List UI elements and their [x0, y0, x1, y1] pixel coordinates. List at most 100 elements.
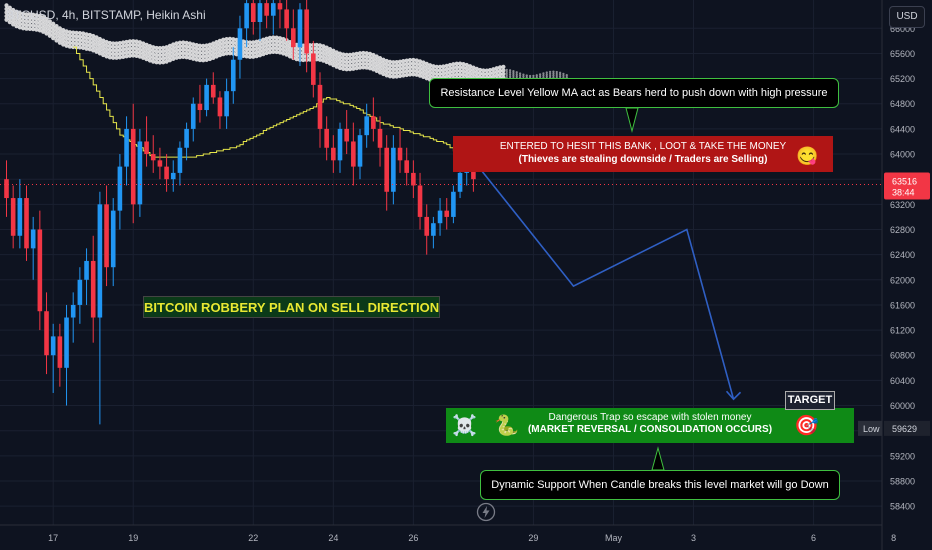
- ribbon-dot: [11, 15, 16, 20]
- candle-body: [90, 260, 96, 318]
- ribbon-dot: [197, 50, 203, 55]
- ribbon-dot: [414, 69, 419, 74]
- ribbon-dot: [181, 54, 186, 60]
- ribbon-dot: [157, 53, 163, 58]
- ribbon-dot: [437, 68, 443, 73]
- ribbon-dot: [354, 66, 359, 71]
- ribbon-dot: [134, 53, 139, 58]
- ribbon-dot: [134, 42, 139, 48]
- ribbon-dot: [207, 53, 213, 58]
- ribbon-dot: [404, 58, 409, 63]
- ribbon-dot: [24, 23, 29, 28]
- candle-body: [150, 154, 156, 161]
- ribbon-dot: [91, 33, 96, 39]
- ribbon-dot: [525, 74, 528, 77]
- ribbon-dot: [194, 46, 199, 51]
- price-scale[interactable]: 5840058800592005960060000604006080061200…: [858, 0, 932, 550]
- ribbon-dot: [317, 54, 323, 59]
- currency-button[interactable]: USD: [889, 6, 925, 28]
- ribbon-dot: [4, 6, 9, 12]
- ribbon-dot: [264, 43, 269, 48]
- ribbon-dot: [441, 64, 446, 69]
- ribbon-dot: [317, 50, 323, 55]
- ribbon-dot: [224, 36, 229, 42]
- ribbon-dot: [491, 70, 496, 75]
- ribbon-dot: [244, 50, 249, 55]
- candle: [364, 103, 369, 148]
- ribbon-dot: [7, 9, 12, 14]
- ribbon-dot: [384, 58, 389, 64]
- ribbon-dot: [151, 52, 156, 57]
- entry-box: ENTERED TO HESIT THIS BANK , LOOT & TAKE…: [453, 136, 833, 172]
- ribbon-dot: [512, 75, 515, 79]
- ribbon-dot: [354, 55, 359, 60]
- ribbon-dot: [522, 75, 525, 78]
- candle-body: [250, 3, 256, 23]
- ribbon-dot: [364, 54, 369, 59]
- ribbon-dot: [151, 45, 156, 50]
- ribbon-dot: [101, 42, 106, 47]
- ribbon-dot: [397, 63, 403, 68]
- ribbon-dot: [417, 73, 423, 78]
- candle-body: [304, 9, 309, 54]
- ribbon-dot: [331, 63, 336, 68]
- candle-body: [30, 229, 36, 249]
- ribbon-dot: [67, 30, 72, 35]
- ribbon-dot: [181, 51, 186, 56]
- ribbon-dot: [184, 40, 189, 45]
- ribbon-dot: [167, 47, 173, 52]
- ribbon-dot: [71, 41, 76, 46]
- ribbon-dot: [247, 40, 253, 45]
- ribbon-dot: [127, 39, 132, 44]
- candle-body: [137, 141, 143, 205]
- ribbon-dot: [424, 72, 429, 77]
- ribbon-dot: [107, 44, 112, 49]
- ribbon-dot: [421, 71, 426, 76]
- candle: [150, 135, 156, 173]
- ribbon-dot: [491, 74, 496, 79]
- ribbon-dot: [271, 38, 276, 44]
- ribbon-dot: [284, 41, 289, 46]
- ribbon-dot: [501, 68, 506, 73]
- ribbon-dot: [217, 53, 223, 58]
- ribbon-dot: [334, 53, 339, 59]
- ribbon-dot: [94, 49, 99, 54]
- ribbon-dot: [101, 45, 106, 50]
- price-tick: 60400: [890, 376, 915, 386]
- ribbon-dot: [64, 43, 69, 48]
- lightning-icon[interactable]: [476, 502, 496, 522]
- symbol-title[interactable]: BTCUSD, 4h, BITSTAMP, Heikin Ashi: [6, 8, 206, 22]
- price-tick: 65600: [890, 49, 915, 59]
- ribbon-dot: [161, 45, 166, 50]
- ribbon-dot: [101, 49, 106, 54]
- ribbon-dot: [257, 42, 263, 47]
- ribbon-dot: [558, 73, 562, 76]
- ribbon-dot: [251, 51, 256, 56]
- ribbon-dot: [377, 59, 383, 64]
- candle: [257, 0, 263, 41]
- ribbon-dot: [391, 63, 396, 68]
- candle-body: [364, 116, 369, 136]
- ribbon-dot: [21, 11, 26, 16]
- ribbon-dot: [97, 51, 102, 56]
- ribbon-dot: [97, 36, 102, 42]
- ribbon-dot: [357, 54, 363, 59]
- time-tick: 26: [408, 533, 418, 543]
- ribbon-dot: [484, 72, 489, 77]
- ribbon-dot: [204, 54, 209, 59]
- candle: [90, 235, 96, 343]
- ribbon-dot: [267, 50, 273, 55]
- ribbon-dot: [131, 39, 136, 44]
- skull-crossbones-icon: ☠️: [452, 415, 477, 437]
- candle-body: [384, 147, 389, 192]
- ribbon-dot: [114, 55, 119, 60]
- ribbon-dot: [324, 56, 329, 61]
- ribbon-dot: [367, 55, 373, 60]
- time-scale[interactable]: 17 19 22 24 26 29 May 3 6 8: [0, 524, 896, 543]
- candle: [170, 160, 176, 192]
- candle: [244, 0, 249, 48]
- ribbon-dot: [147, 58, 153, 63]
- ribbon-dot: [367, 66, 373, 71]
- time-tick: 3: [691, 533, 696, 543]
- ribbon-dot: [271, 35, 276, 40]
